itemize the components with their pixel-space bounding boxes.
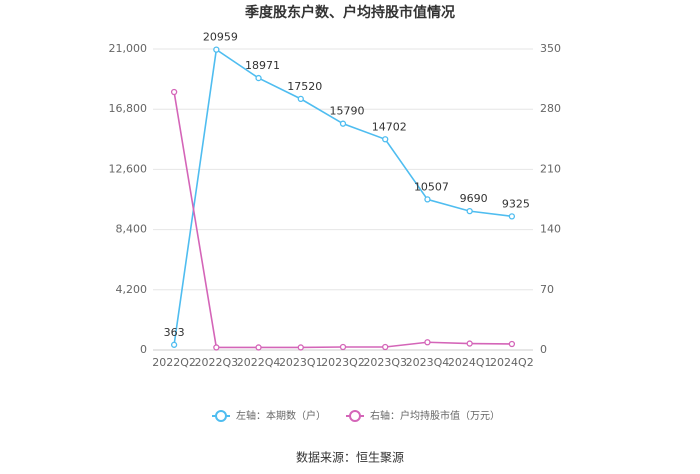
y2-tick-label: 140 [540, 223, 561, 236]
series-line [173, 91, 512, 349]
data-label: 363 [164, 326, 185, 339]
data-point [170, 88, 178, 96]
data-point [213, 344, 220, 351]
data-label: 20959 [203, 31, 238, 44]
x-tick-label: 2024Q2 [490, 356, 534, 369]
data-label: 14702 [372, 120, 407, 133]
data-point [339, 343, 347, 351]
data-point [297, 95, 304, 103]
data-point [424, 196, 431, 203]
data-point [508, 213, 516, 220]
y2-tick-label: 210 [540, 162, 561, 175]
x-tick-label: 2023Q1 [279, 356, 323, 369]
data-point [382, 343, 389, 351]
data-point [339, 120, 347, 127]
source-note: 数据来源：恒生聚源 [296, 450, 404, 465]
data-label: 9690 [460, 192, 488, 205]
data-point [255, 344, 262, 351]
y-tick-label: 21,000 [109, 42, 148, 55]
data-label: 9325 [502, 197, 530, 210]
y-tick-label: 4,200 [116, 283, 148, 296]
x-tick-label: 2022Q3 [195, 356, 239, 369]
data-point [508, 340, 516, 348]
data-point [170, 341, 178, 348]
legend-label: 右轴：户均持股市值（万元） [370, 409, 500, 422]
data-label: 17520 [287, 80, 322, 93]
y2-tick-label: 280 [540, 102, 561, 115]
y-tick-label: 16,800 [109, 102, 148, 115]
y-tick-label: 0 [140, 343, 147, 356]
data-point [424, 339, 431, 346]
legend-marker [349, 410, 361, 422]
y2-tick-label: 350 [540, 42, 561, 55]
x-tick-label: 2022Q4 [237, 356, 281, 369]
legend-marker [215, 410, 227, 422]
data-point [297, 344, 304, 351]
x-tick-label: 2022Q2 [152, 356, 196, 369]
data-point [213, 46, 220, 53]
y2-tick-label: 0 [540, 343, 547, 356]
chart-title: 季度股东户数、户均持股市值情况 [244, 4, 455, 21]
y-tick-label: 8,400 [116, 223, 148, 236]
data-label: 18971 [245, 59, 280, 72]
legend-label: 左轴：本期数（户） [236, 409, 326, 422]
y2-tick-label: 70 [540, 283, 554, 296]
x-tick-label: 2023Q4 [406, 356, 450, 369]
data-point [466, 207, 473, 215]
data-label: 15790 [330, 105, 365, 118]
x-tick-label: 2023Q2 [321, 356, 365, 369]
data-point [466, 340, 473, 347]
x-tick-label: 2023Q3 [363, 356, 407, 369]
x-tick-label: 2024Q1 [448, 356, 492, 369]
data-point [382, 136, 389, 143]
data-point [255, 74, 262, 82]
y-tick-label: 12,600 [109, 162, 148, 175]
data-label: 10507 [414, 180, 449, 193]
